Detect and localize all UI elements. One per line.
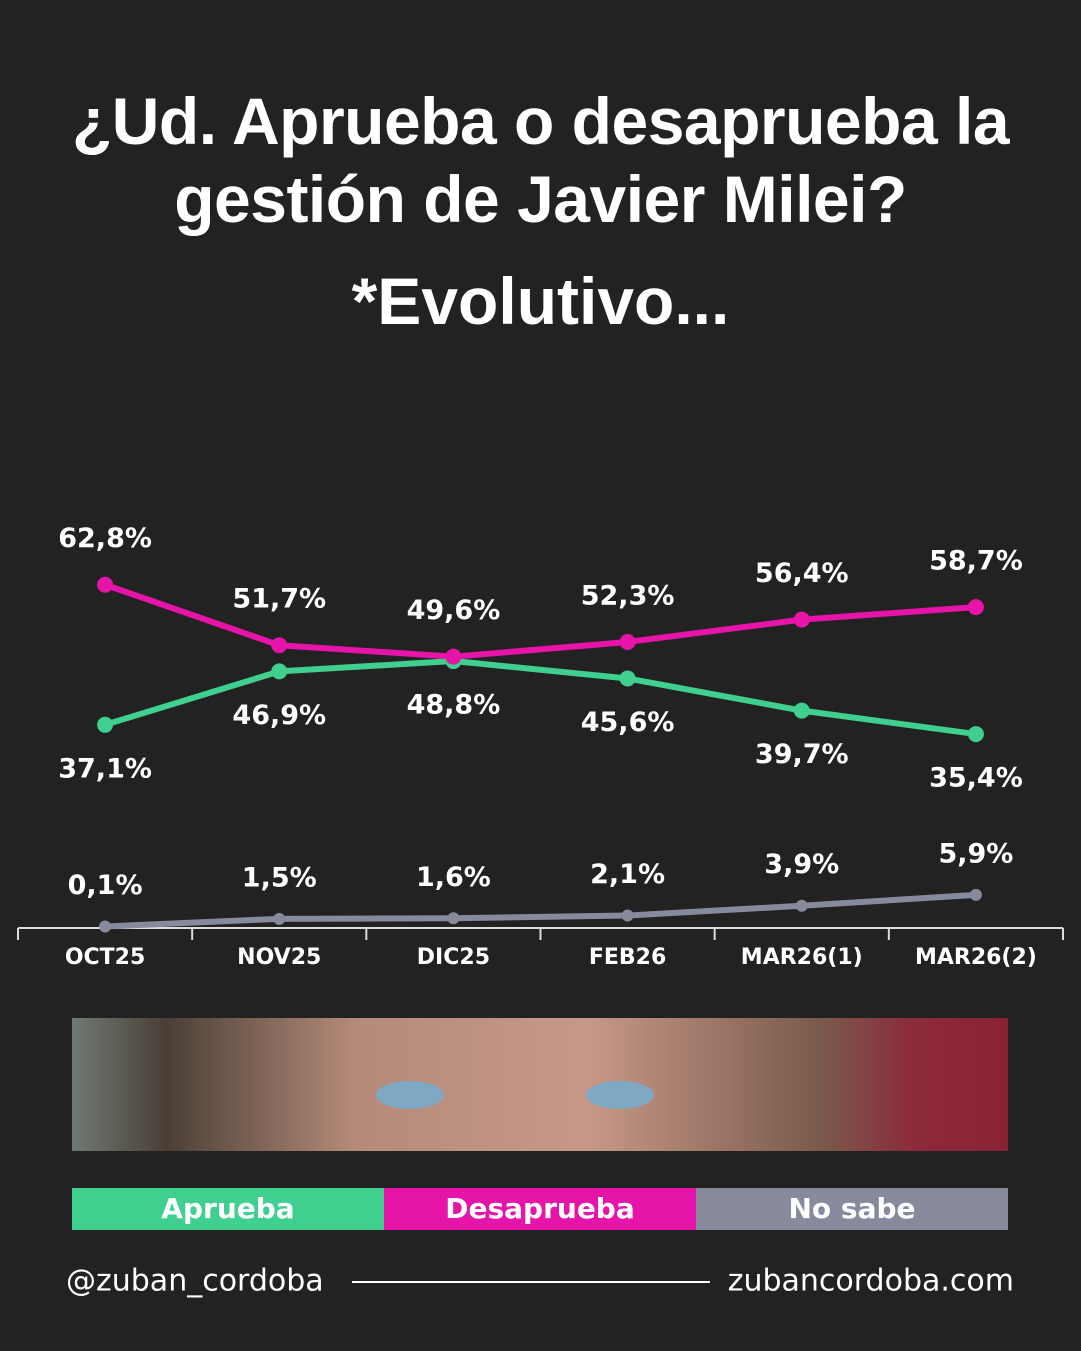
legend-swatch	[696, 1188, 1008, 1230]
point	[271, 663, 288, 680]
footer-site: zubancordoba.com	[728, 1264, 1014, 1299]
value-label: 45,6%	[581, 707, 675, 738]
point	[445, 648, 462, 665]
point	[621, 909, 634, 922]
series-line	[104, 891, 977, 930]
x-tick-label: MAR26(1)	[741, 945, 863, 970]
point	[795, 899, 808, 912]
value-label: 1,5%	[242, 862, 317, 893]
point	[99, 920, 112, 933]
value-label: 35,4%	[929, 763, 1023, 794]
x-tick-label: OCT25	[65, 945, 145, 970]
point	[97, 576, 114, 593]
value-label: 56,4%	[755, 558, 849, 589]
x-tick-label: MAR26(2)	[915, 945, 1037, 970]
photo-eye	[586, 1081, 654, 1109]
point	[967, 726, 984, 743]
photo-eye	[376, 1081, 444, 1109]
legend-label: Desaprueba	[445, 1192, 635, 1225]
series-line	[104, 581, 977, 660]
value-label: 2,1%	[590, 859, 665, 890]
value-label: 51,7%	[232, 584, 326, 615]
value-label: 0,1%	[68, 870, 143, 901]
legend-swatch	[72, 1188, 384, 1230]
point	[793, 702, 810, 719]
legend-label: No sabe	[788, 1192, 915, 1225]
photo	[72, 1018, 1008, 1151]
point	[271, 637, 288, 654]
point	[967, 599, 984, 616]
point	[793, 611, 810, 628]
point	[273, 912, 286, 925]
value-label: 39,7%	[755, 739, 849, 770]
chart-title: ¿Ud. Aprueba o desaprueba la gestión de …	[71, 84, 1010, 236]
value-label: 37,1%	[58, 753, 152, 784]
point	[447, 912, 460, 925]
value-label: 5,9%	[938, 838, 1013, 869]
point	[619, 633, 636, 650]
value-label: 3,9%	[764, 849, 839, 880]
legend-swatch	[384, 1188, 696, 1230]
footer-handle: @zuban_cordoba	[66, 1264, 324, 1299]
value-label: 1,6%	[416, 862, 491, 893]
x-tick-label: NOV25	[237, 945, 321, 970]
value-label: 52,3%	[581, 580, 675, 611]
value-label: 46,9%	[232, 700, 326, 731]
value-label: 58,7%	[929, 546, 1023, 577]
point	[97, 716, 114, 733]
series-line	[104, 658, 977, 738]
x-tick-label: DIC25	[417, 945, 490, 970]
point	[969, 888, 982, 901]
x-tick-label: FEB26	[589, 945, 666, 970]
value-label: 49,6%	[407, 595, 501, 626]
legend-label: Aprueba	[161, 1192, 294, 1225]
chart-subtitle: *Evolutivo...	[351, 264, 730, 338]
value-label: 62,8%	[58, 523, 152, 554]
point	[619, 670, 636, 687]
value-label: 48,8%	[407, 690, 501, 721]
